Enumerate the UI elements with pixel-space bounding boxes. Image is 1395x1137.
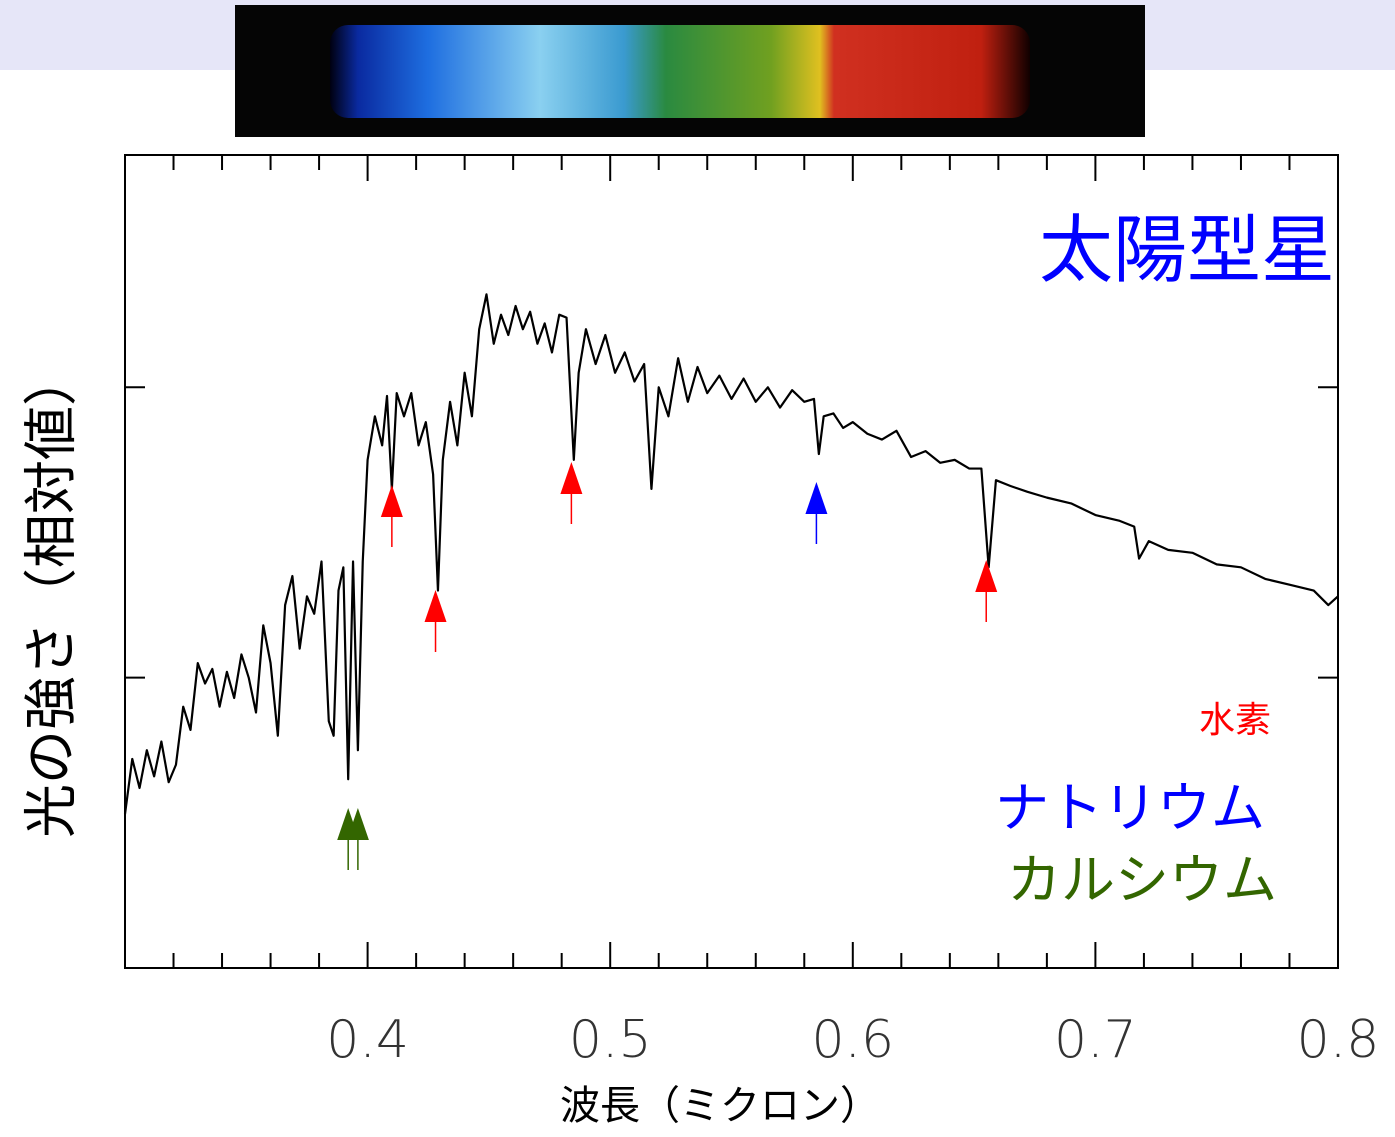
x-tick-label: 0.7: [1054, 1010, 1137, 1070]
chart: 太陽型星 波長（ミクロン） 光の強さ（相対値） 0.4 0.5 0.6 0.7 0.8 水…: [0, 0, 1395, 1137]
marker-arrow-head: [560, 462, 582, 494]
x-tick-label: 0.8: [1297, 1010, 1380, 1070]
marker-arrow-head: [975, 560, 997, 592]
x-axis-label: 波長（ミクロン）: [560, 1083, 880, 1129]
marker-arrow-head: [805, 482, 827, 514]
legend-label: 水素: [1199, 700, 1271, 741]
spectrum-line: [125, 294, 1338, 814]
legend-label: カルシウム: [1007, 849, 1277, 912]
spectrum-strip: [330, 25, 1030, 118]
x-tick-label: 0.5: [569, 1010, 652, 1070]
x-tick-label: 0.6: [811, 1010, 894, 1070]
y-axis-label: 光の強さ（相対値）: [20, 352, 83, 838]
chart-title: 太陽型星: [1039, 208, 1335, 294]
x-tick-label: 0.4: [326, 1010, 409, 1070]
legend-label: ナトリウム: [995, 777, 1265, 840]
marker-arrow-head: [425, 590, 447, 622]
marker-arrow-head: [381, 485, 403, 517]
